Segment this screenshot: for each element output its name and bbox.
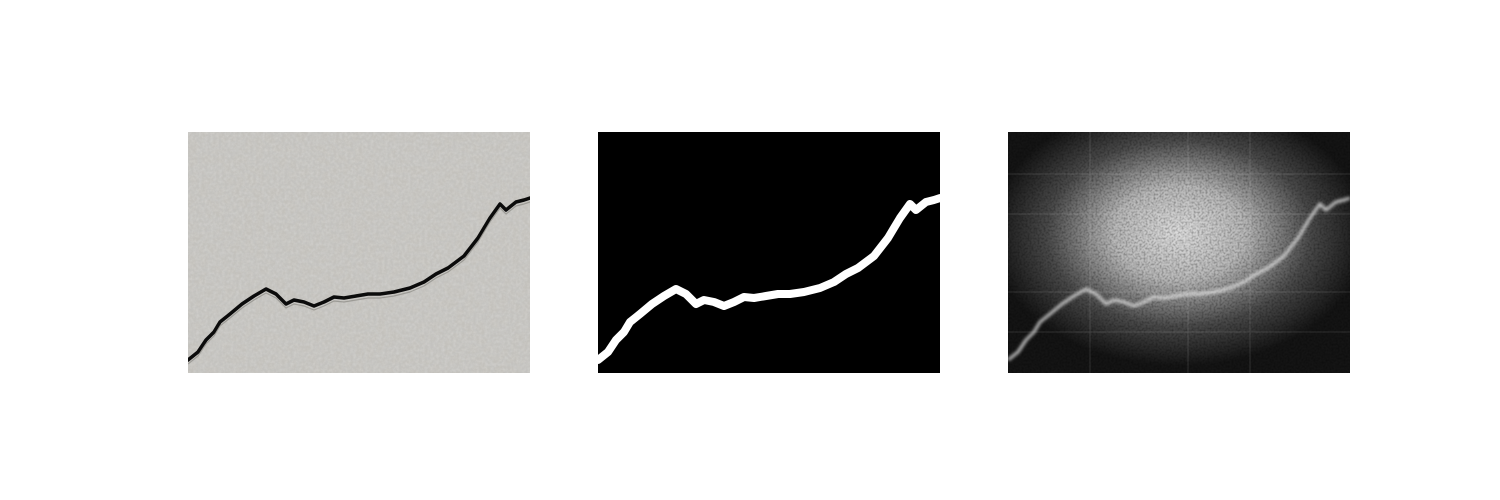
crack-line: [188, 196, 530, 362]
crack-mask-svg: [598, 132, 940, 373]
heatmap-noise: [1008, 132, 1350, 373]
crack-mask-image: [598, 132, 940, 373]
crack-heatmap-svg: [1008, 132, 1350, 373]
crack-heatmap-image: [1008, 132, 1350, 373]
heatmap-crack-glow: [1008, 196, 1350, 362]
original-crack-image: [188, 132, 530, 373]
mask-background: [598, 132, 940, 373]
surface-grain: [188, 132, 530, 373]
heatmap-tile-grid: [1008, 132, 1350, 373]
mask-crack-line: [598, 194, 940, 364]
crack-edge-shadow: [188, 201, 530, 365]
original-crack-svg: [188, 132, 530, 373]
